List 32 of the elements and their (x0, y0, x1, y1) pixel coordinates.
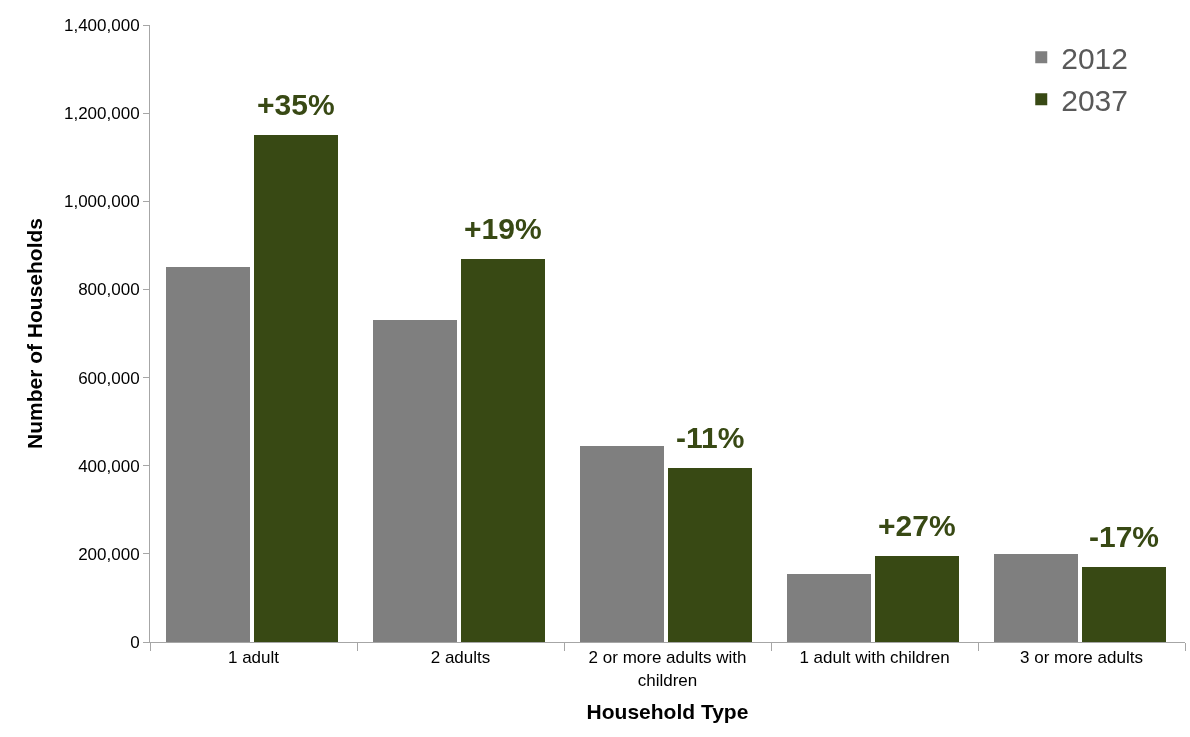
bar (875, 556, 959, 642)
x-axis-title: Household Type (586, 699, 749, 723)
y-tick-label: 200,000 (78, 544, 140, 564)
y-tick-label: 1,200,000 (63, 104, 140, 124)
y-tick-label: 600,000 (78, 368, 140, 388)
bar (373, 320, 457, 642)
y-tick-label: 800,000 (78, 280, 140, 300)
bar (166, 267, 250, 642)
bar (461, 259, 545, 642)
x-tick-label: 3 or more adults (1020, 648, 1143, 668)
bar (787, 574, 871, 642)
bar (994, 554, 1078, 642)
x-tick-label: 2 adults (430, 648, 491, 668)
legend-label: 2037 (1061, 83, 1128, 117)
legend-label: 2012 (1061, 41, 1128, 75)
y-axis-title: Number of Households (23, 217, 47, 450)
annotation: -11% (676, 421, 745, 454)
y-tick-label: 1,400,000 (63, 15, 140, 35)
bar (580, 446, 664, 642)
annotation: +27% (878, 509, 956, 542)
bar (668, 468, 752, 642)
bar (254, 135, 338, 642)
x-tick-label: 2 or more adults with children (588, 648, 747, 690)
x-tick-label: 1 adult with children (799, 648, 950, 668)
bar (1082, 567, 1166, 642)
x-tick-label: 1 adult (227, 648, 280, 668)
y-tick-label: 0 (130, 632, 140, 652)
y-tick-label: 1,000,000 (63, 192, 140, 212)
annotation: +35% (257, 88, 335, 121)
annotation: -17% (1089, 520, 1160, 553)
y-tick-label: 400,000 (78, 456, 140, 476)
annotation: +19% (464, 212, 542, 245)
